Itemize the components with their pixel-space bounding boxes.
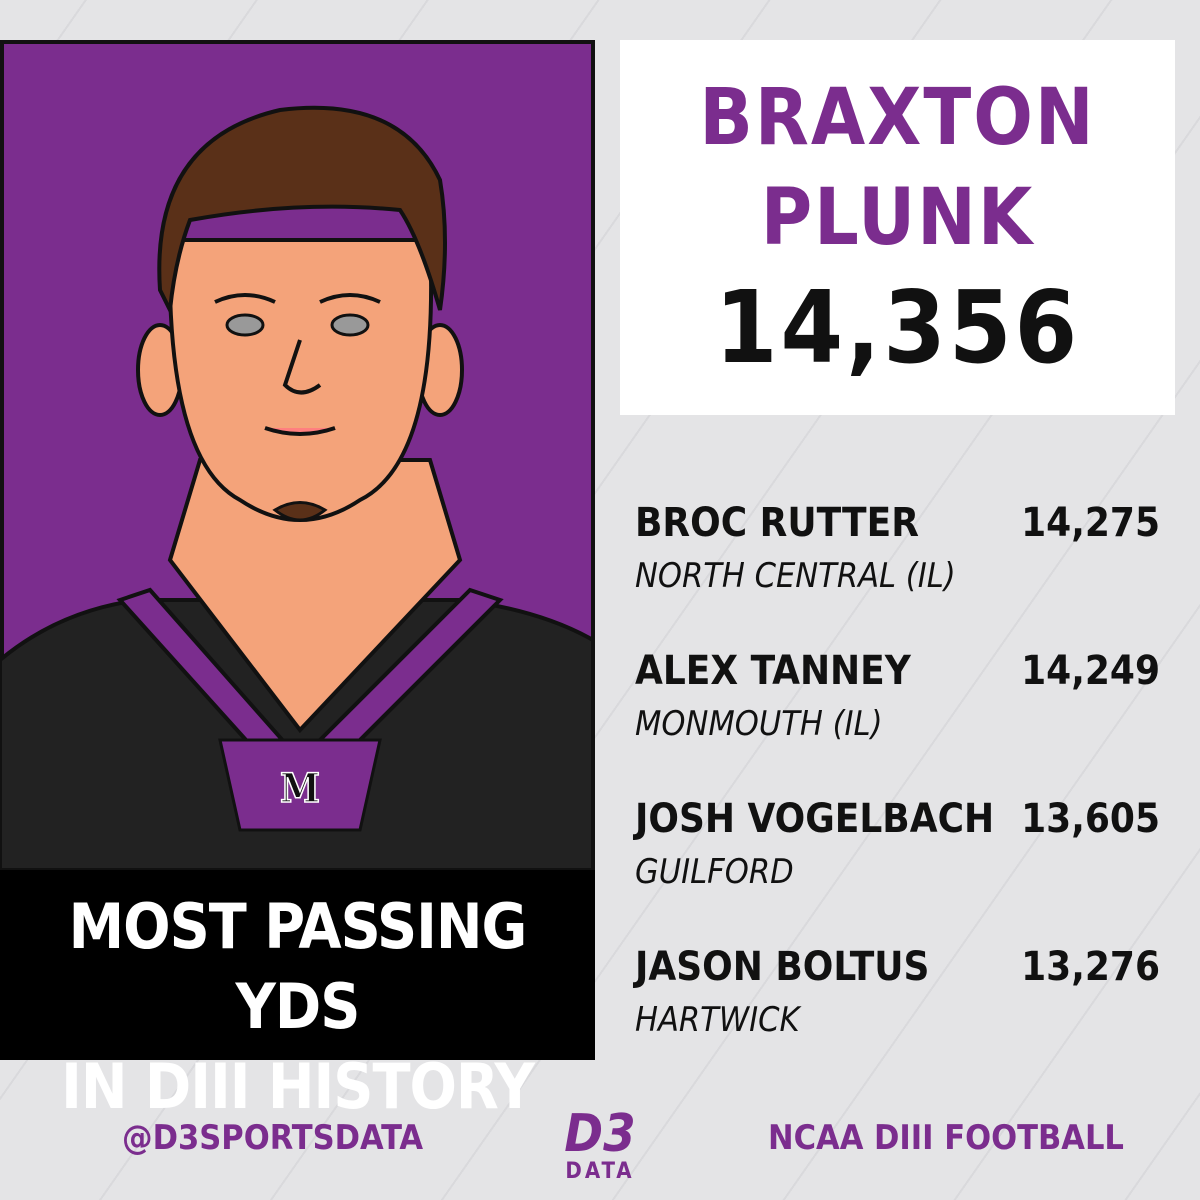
leader-school: HARTWICK — [635, 1000, 800, 1040]
leader-name: JASON BOLTUS — [635, 944, 930, 990]
leader-yards: 14,275 — [1021, 500, 1160, 546]
leader-yards: 14,249 — [1021, 648, 1160, 694]
leader-school: NORTH CENTRAL (IL) — [635, 556, 956, 596]
player-illustration: M — [0, 40, 595, 872]
leader-yards: 13,605 — [1021, 796, 1160, 842]
footer-league: NCAA DIII FOOTBALL — [768, 1118, 1124, 1158]
headline: MOST PASSING YDS IN DIII HISTORY — [0, 870, 595, 1123]
leader-name: ALEX TANNEY — [635, 648, 911, 694]
leader-row: JOSH VOGELBACH 13,605 GUILFORD — [635, 796, 1160, 936]
leader-name: JOSH VOGELBACH — [635, 796, 995, 842]
leader-row: ALEX TANNEY 14,249 MONMOUTH (IL) — [635, 648, 1160, 788]
leader-name: BROC RUTTER — [635, 500, 919, 546]
jersey-logo: M — [280, 765, 320, 812]
leader-yards: 13,276 — [1021, 944, 1160, 990]
headline-line: MOST PASSING YDS — [68, 890, 528, 1043]
leader-school: MONMOUTH (IL) — [635, 704, 883, 744]
leader-row: BROC RUTTER 14,275 NORTH CENTRAL (IL) — [635, 500, 1160, 640]
featured-name: PLUNK — [760, 173, 1035, 263]
logo-mark: D3 — [564, 1104, 636, 1164]
footer-logo: D3 DATA — [545, 1108, 655, 1184]
footer-handle: @D3SPORTSDATA — [122, 1118, 423, 1158]
leader-school: GUILFORD — [635, 852, 794, 892]
featured-card: BRAXTON PLUNK 14,356 — [620, 40, 1175, 415]
headline-line: IN DIII HISTORY — [61, 1050, 535, 1123]
leader-row: JASON BOLTUS 13,276 HARTWICK — [635, 944, 1160, 1084]
featured-yards: 14,356 — [714, 269, 1081, 386]
logo-text: DATA — [565, 1159, 635, 1184]
featured-name: BRAXTON — [699, 73, 1096, 163]
